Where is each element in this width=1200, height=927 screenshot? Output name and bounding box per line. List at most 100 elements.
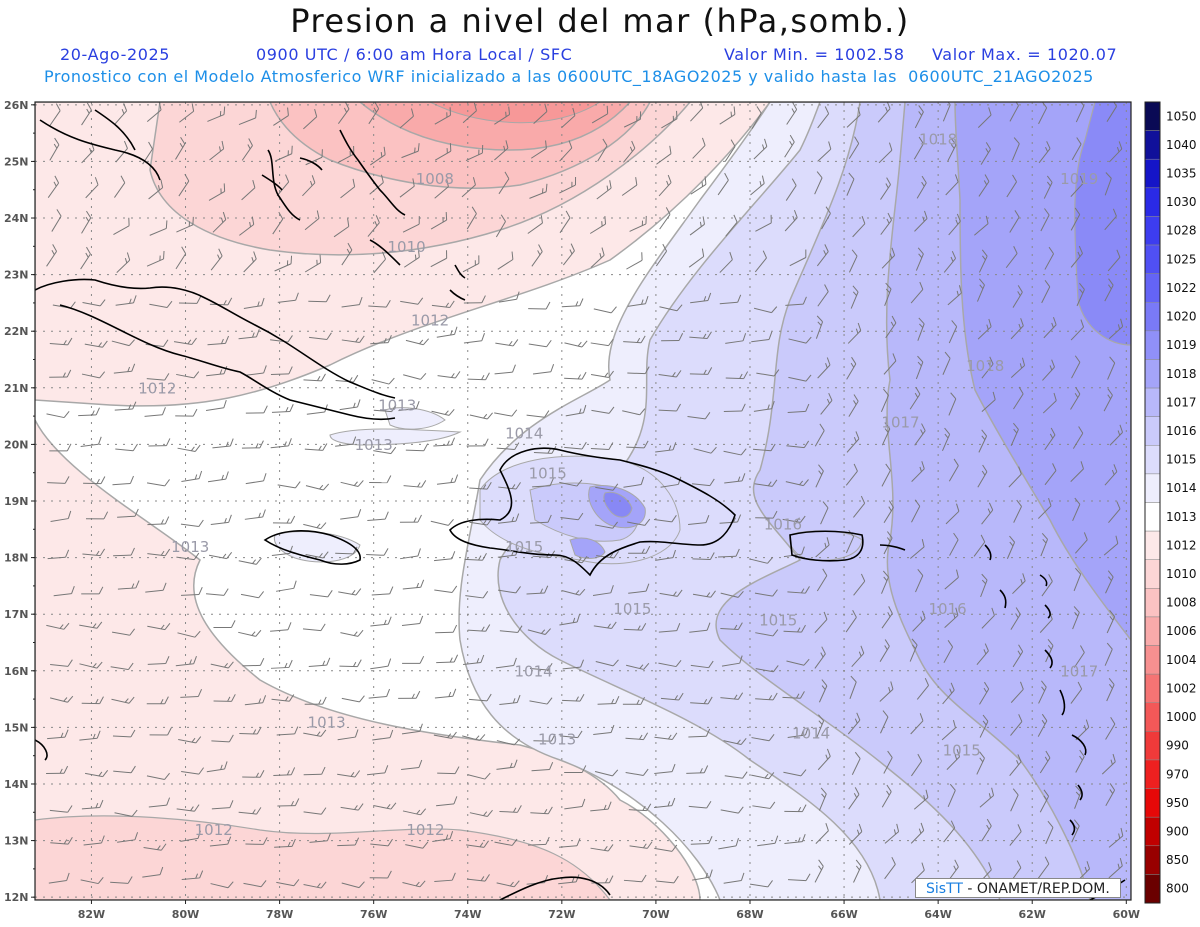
wind-barb bbox=[399, 178, 415, 198]
wind-barb bbox=[238, 329, 260, 340]
wind-barb bbox=[115, 140, 128, 163]
wind-barb bbox=[878, 142, 893, 164]
wind-barb bbox=[530, 806, 553, 815]
wind-barb bbox=[690, 102, 704, 122]
wind-barb bbox=[978, 249, 988, 273]
wind-barb bbox=[752, 443, 776, 452]
wind-barb bbox=[149, 300, 173, 309]
wind-barb bbox=[496, 880, 520, 888]
wind-barb bbox=[242, 657, 265, 667]
wind-barb bbox=[369, 870, 392, 879]
contour-label: 1010 bbox=[388, 238, 426, 256]
contour-label: 1015 bbox=[943, 742, 981, 760]
wind-barb bbox=[751, 772, 775, 780]
wind-barb bbox=[1010, 681, 1024, 703]
wind-barb bbox=[81, 799, 104, 810]
wind-barb bbox=[815, 464, 824, 488]
wind-barb bbox=[626, 663, 650, 670]
wind-barb bbox=[593, 306, 617, 314]
wind-barb bbox=[207, 335, 230, 346]
wind-barb bbox=[49, 805, 73, 813]
wind-barb bbox=[241, 138, 253, 161]
wind-barb bbox=[692, 869, 713, 881]
wind-barb bbox=[852, 215, 866, 238]
wind-barb bbox=[436, 474, 459, 485]
wind-barb bbox=[981, 818, 992, 842]
wind-barb bbox=[845, 610, 857, 633]
wind-barb bbox=[881, 422, 891, 446]
wind-barb bbox=[469, 412, 493, 420]
wind-barb bbox=[495, 339, 519, 347]
wind-barb bbox=[469, 809, 493, 817]
wind-barb bbox=[724, 139, 736, 162]
wind-barb bbox=[434, 872, 456, 883]
lat-label: 14N bbox=[4, 778, 29, 791]
wind-barb bbox=[110, 662, 134, 671]
wind-barb bbox=[51, 209, 62, 232]
wind-barb bbox=[848, 823, 863, 845]
wind-barb bbox=[720, 806, 744, 814]
wind-barb bbox=[1070, 319, 1085, 341]
wind-barb bbox=[271, 404, 294, 413]
lon-label: 70W bbox=[642, 908, 669, 921]
wind-barb bbox=[1012, 573, 1026, 595]
wind-barb bbox=[400, 548, 421, 560]
wind-barb bbox=[175, 246, 187, 270]
wind-barb bbox=[974, 215, 989, 236]
wind-barb bbox=[751, 106, 762, 129]
wind-barb bbox=[756, 369, 780, 377]
wind-barb bbox=[720, 692, 744, 700]
wind-barb bbox=[1074, 785, 1082, 809]
wind-barb bbox=[531, 762, 554, 772]
wind-barb bbox=[277, 292, 299, 303]
wind-barb bbox=[689, 216, 705, 236]
wind-barb bbox=[498, 291, 520, 303]
wind-barb bbox=[437, 766, 460, 775]
wind-barb bbox=[848, 394, 859, 417]
wind-barb bbox=[175, 136, 186, 160]
wind-barb bbox=[1075, 102, 1085, 123]
wind-barb bbox=[948, 458, 959, 482]
wind-barb bbox=[848, 787, 860, 810]
wind-barb bbox=[147, 516, 170, 526]
wind-barb bbox=[658, 659, 682, 668]
wind-barb bbox=[788, 873, 811, 882]
wind-barb bbox=[82, 299, 106, 307]
wind-barb bbox=[594, 769, 619, 777]
wind-barb bbox=[148, 438, 171, 447]
wind-barb bbox=[276, 726, 299, 736]
wind-barb bbox=[111, 339, 135, 347]
wind-barb bbox=[1073, 645, 1085, 668]
wind-barb bbox=[178, 296, 202, 304]
wind-barb bbox=[594, 521, 618, 529]
colorbar-swatch bbox=[1144, 330, 1161, 360]
wind-barb bbox=[112, 729, 136, 738]
wind-barb bbox=[340, 803, 364, 811]
wind-barb bbox=[628, 545, 651, 554]
wind-barb bbox=[402, 880, 426, 888]
wind-barb bbox=[915, 355, 924, 380]
wind-barb bbox=[403, 373, 427, 380]
wind-barb bbox=[690, 836, 713, 845]
wind-barb bbox=[883, 750, 893, 774]
wind-barb bbox=[494, 140, 509, 161]
wind-barb bbox=[1107, 356, 1116, 380]
wind-barb bbox=[880, 710, 889, 734]
wind-barb bbox=[434, 585, 458, 593]
wind-barb bbox=[498, 482, 521, 490]
florida-keys bbox=[94, 109, 136, 151]
wind-barb bbox=[973, 534, 986, 557]
wind-barb bbox=[1009, 210, 1020, 233]
colorbar-swatch bbox=[1144, 702, 1161, 732]
wind-barb bbox=[846, 107, 861, 128]
wind-barb bbox=[272, 211, 284, 235]
wind-barb bbox=[590, 370, 614, 378]
wind-barb bbox=[85, 177, 99, 199]
wind-barb bbox=[212, 438, 234, 449]
wind-barb bbox=[627, 295, 649, 307]
wind-barb bbox=[464, 552, 487, 561]
wind-barb bbox=[146, 772, 170, 780]
colorbar-label: 1022 bbox=[1166, 281, 1197, 295]
wind-barb bbox=[147, 622, 171, 631]
wind-barb bbox=[110, 876, 133, 884]
